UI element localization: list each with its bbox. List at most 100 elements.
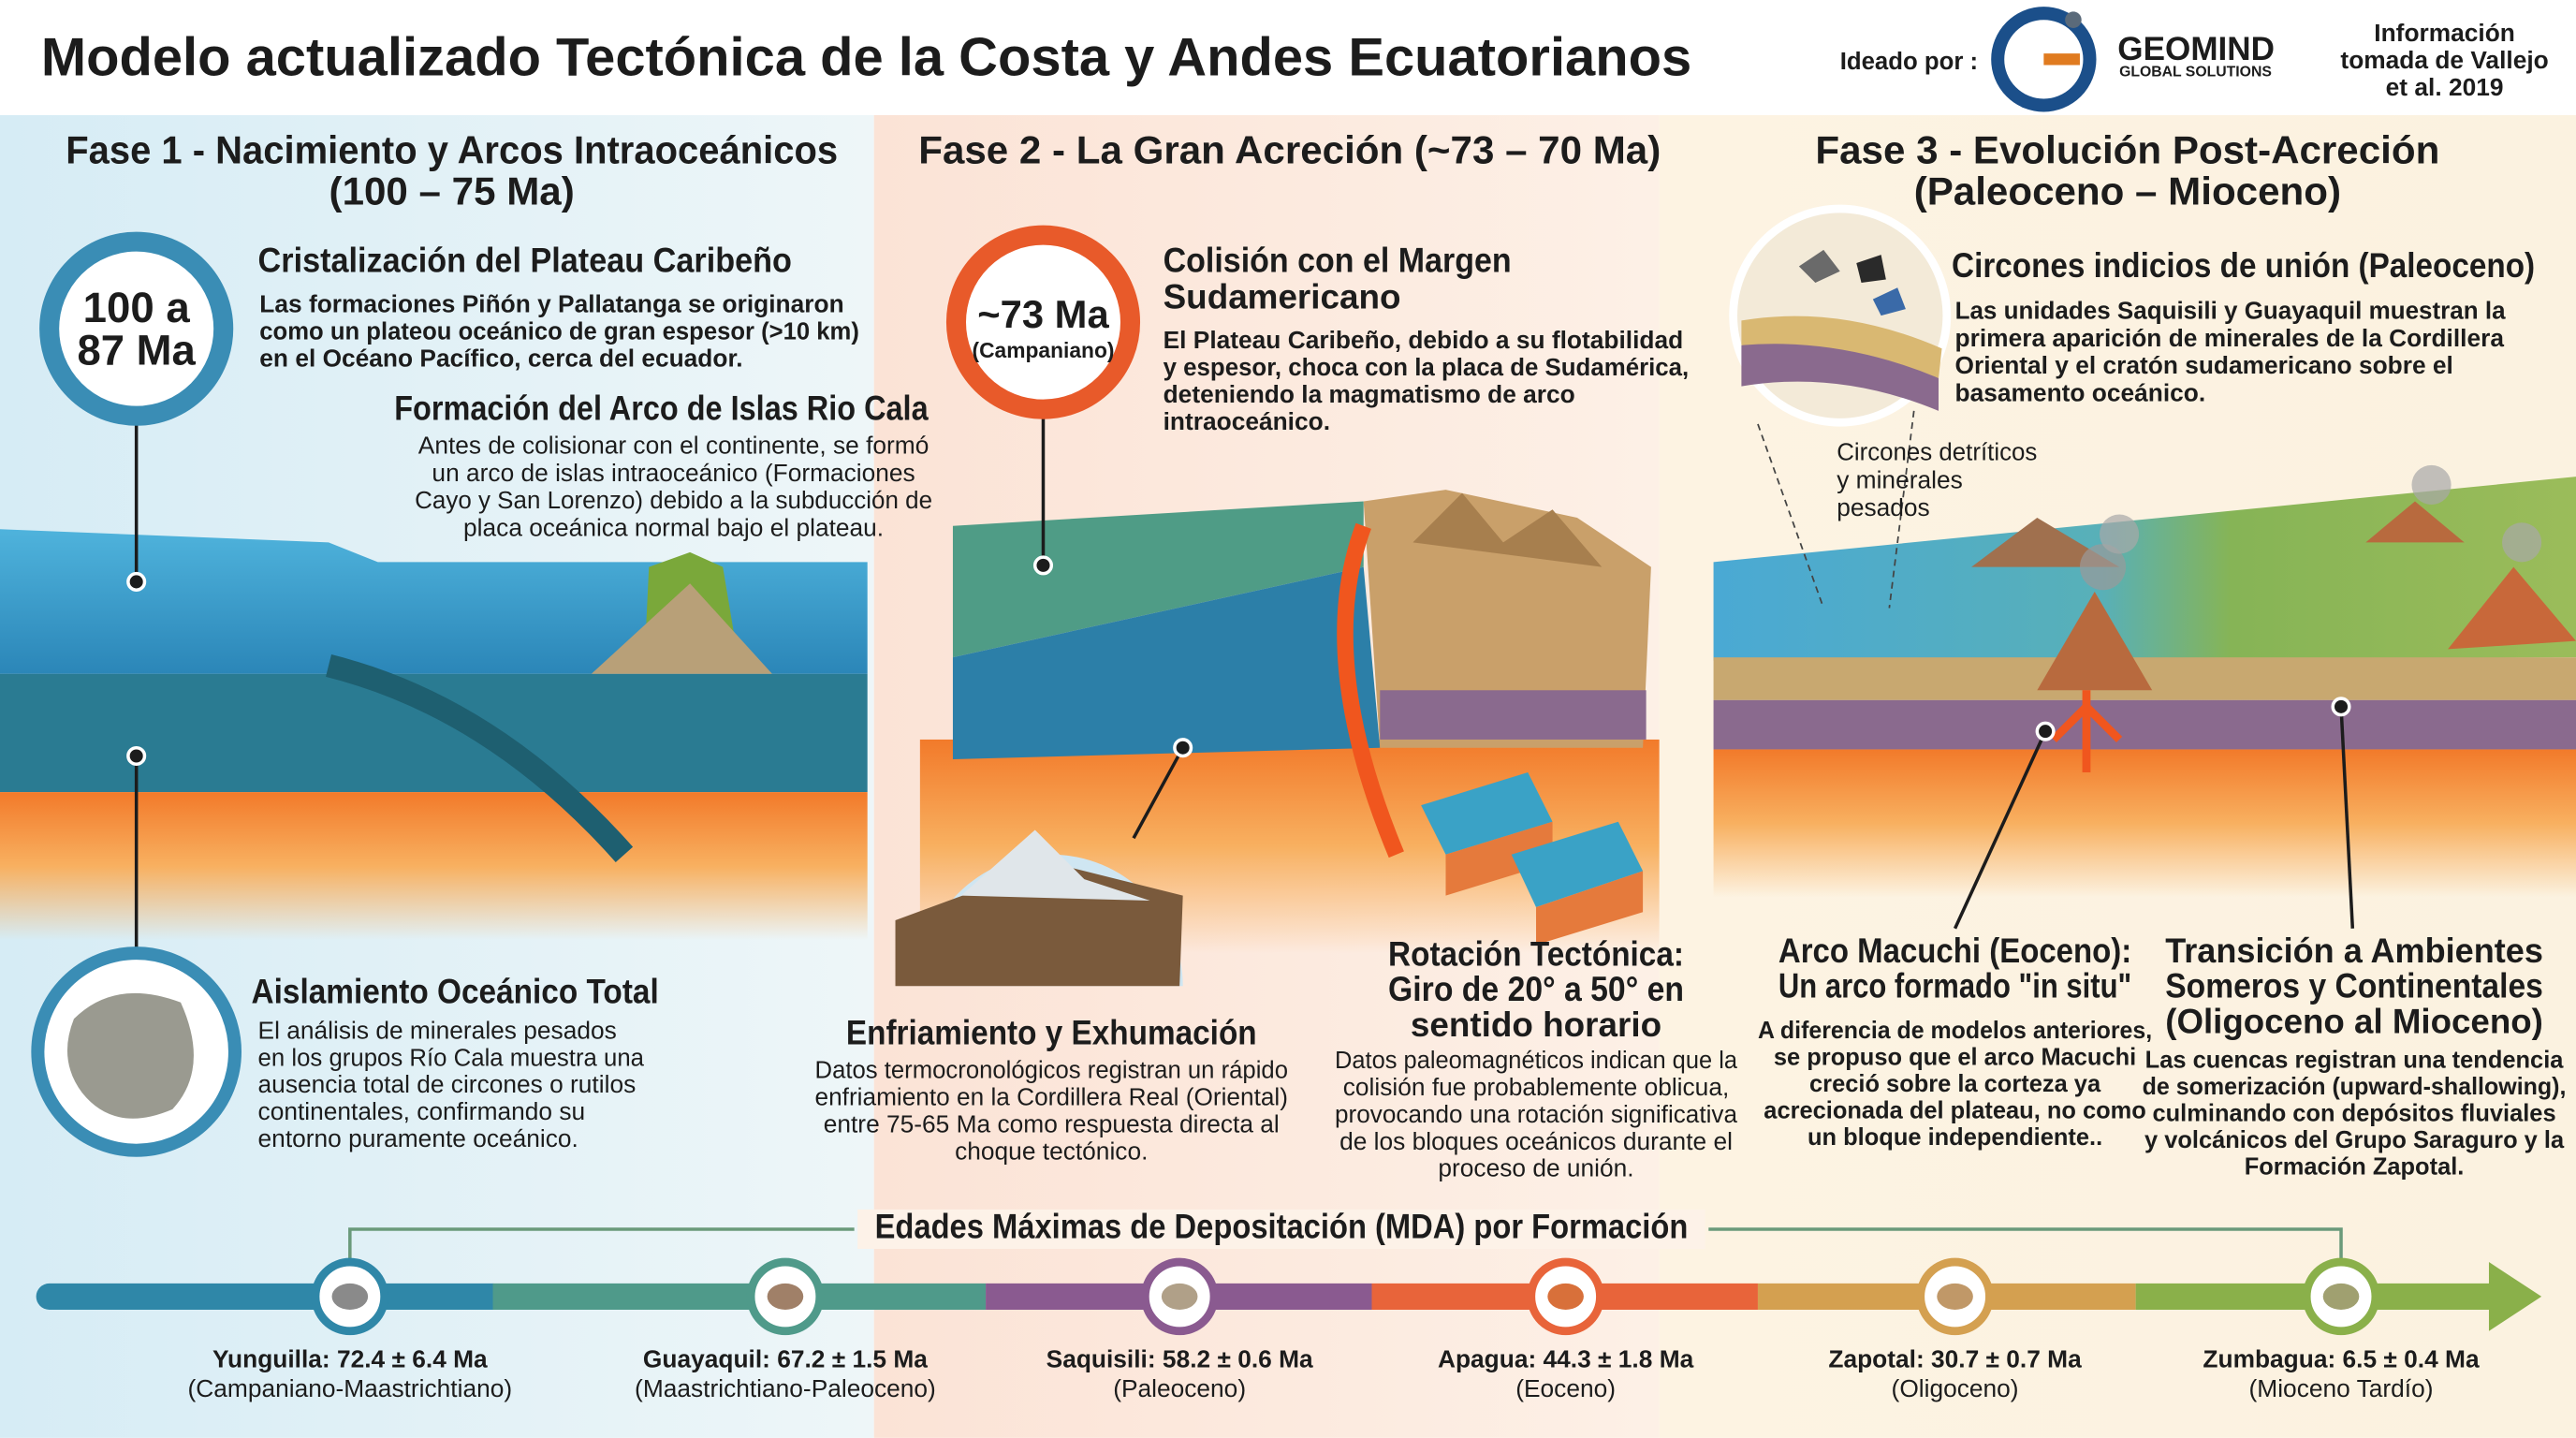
section-body: provocando una rotación significativa <box>1335 1100 1737 1128</box>
formation-label: Zapotal: 30.7 ± 0.7 Ma <box>1828 1344 2082 1372</box>
callout-text: y minerales <box>1837 465 1963 493</box>
pointer-dot <box>126 745 147 767</box>
formation-period: (Campaniano-Maastrichtiano) <box>188 1374 513 1402</box>
phase-title: Fase 1 - Nacimiento y Arcos Intraoceánic… <box>66 127 838 171</box>
logo-name: GEOMIND <box>2117 31 2275 67</box>
formation-period: (Eoceno) <box>1515 1374 1616 1402</box>
plateau-front <box>952 566 1381 759</box>
mineral <box>1872 287 1906 316</box>
rock <box>66 992 194 1119</box>
volcano <box>2037 591 2153 691</box>
phase-title: Fase 2 - La Gran Acreción (~73 – 70 Ma) <box>918 127 1661 171</box>
formation-period: (Mioceno Tardío) <box>2249 1374 2434 1402</box>
section-title: Cristalización del Plateau Caribeño <box>258 242 792 280</box>
section-body: de los bloques oceánicos durante el <box>1339 1127 1733 1155</box>
section-body: placa oceánica normal bajo el plateau. <box>463 513 884 541</box>
formation-label: Guayaquil: 67.2 ± 1.5 Ma <box>643 1344 928 1372</box>
formation-period: (Maastrichtiano-Paleoceno) <box>635 1374 936 1402</box>
callout-connector <box>1757 410 1915 609</box>
phase-title: (Paleoceno – Mioceno) <box>1914 169 2341 213</box>
volcano <box>2448 566 2576 650</box>
age-badge-text: ~73 Ma <box>977 292 1109 336</box>
section-title: Un arco formado "in situ" <box>1778 967 2131 1005</box>
formation-label: Yunguilla: 72.4 ± 6.4 Ma <box>212 1344 488 1372</box>
section-body: en los grupos Río Cala muestra una <box>258 1043 645 1071</box>
source-note: tomada de Vallejo <box>2340 46 2548 74</box>
section-body: continentales, confirmando su <box>258 1097 586 1125</box>
section-title: Arco Macuchi (Eoceno): <box>1778 932 2131 970</box>
section-body: un arco de islas intraoceánico (Formacio… <box>432 459 915 487</box>
section-body: un bloque independiente.. <box>1808 1124 2102 1151</box>
formation-period: (Oligoceno) <box>1892 1374 2019 1402</box>
section-body: El análisis de minerales pesados <box>258 1016 617 1044</box>
mantle-layer <box>0 792 868 941</box>
age-badge-text: 87 Ma <box>77 327 196 374</box>
section-body: deteniendo la magmatismo de arco <box>1164 380 1575 408</box>
section-body: Datos paleomagnéticos indican que la <box>1335 1046 1737 1074</box>
section-title: Transición a Ambientes <box>2165 932 2543 970</box>
callout-text: pesados <box>1837 493 1929 521</box>
section-body: Antes de colisionar con el continente, s… <box>418 431 929 459</box>
pointer-dot <box>1173 738 1193 758</box>
pointer-line <box>1953 730 2047 930</box>
section-body: culminando con depósitos fluviales <box>2153 1101 2556 1127</box>
mantle-layer <box>1713 749 2576 898</box>
header-bar <box>0 0 2576 115</box>
age-badge-text: 100 a <box>83 284 191 331</box>
source-note: Información <box>2374 19 2515 47</box>
pointer-dot <box>2035 721 2056 741</box>
inset-peak <box>960 829 1150 901</box>
section-title: Someros y Continentales <box>2165 967 2543 1005</box>
formation-period: (Paleoceno) <box>1113 1374 1246 1402</box>
callout-text: Circones detríticos <box>1837 438 2037 466</box>
section-title: Colisión con el Margen <box>1164 242 1512 280</box>
arc-root <box>591 583 772 674</box>
section-body: creció sobre la corteza ya <box>1809 1071 2101 1097</box>
section-title: Circones indicios de unión (Paleoceno) <box>1952 246 2535 285</box>
magma <box>1337 522 1404 858</box>
smoke <box>2502 522 2542 563</box>
section-body: colisión fue probablemente oblicua, <box>1343 1073 1729 1101</box>
timeline-bracket <box>348 1227 2343 1263</box>
section-title: Enfriamiento y Exhumación <box>846 1014 1257 1052</box>
section-body: A diferencia de modelos anteriores, <box>1758 1018 2152 1044</box>
age-badge <box>39 231 234 426</box>
section-body: intraoceánico. <box>1164 407 1330 435</box>
formation-rock <box>1937 1283 1973 1310</box>
section-body: primera aparición de minerales de la Cor… <box>1955 324 2505 352</box>
credit-label: Ideado por : <box>1840 47 1978 75</box>
phase-title: Fase 3 - Evolución Post-Acreción <box>1815 127 2439 171</box>
section-title: Formación del Arco de Islas Rio Cala <box>394 389 929 428</box>
rotated-block <box>1511 821 1644 907</box>
pointer-dot <box>126 571 147 592</box>
callout-layer <box>1741 315 1942 378</box>
surface <box>1713 477 2576 661</box>
formation-label: Apagua: 44.3 ± 1.8 Ma <box>1438 1344 1694 1372</box>
section-body: Formación Zapotal. <box>2245 1153 2465 1180</box>
formation-rock <box>2322 1283 2360 1310</box>
pointer-line <box>1132 746 1185 840</box>
timeline-title-background <box>857 1209 1705 1250</box>
section-body: Las unidades Saquisili y Guayaquil muest… <box>1955 297 2506 325</box>
section-body: en el Océano Pacífico, cerca del ecuador… <box>259 344 742 372</box>
section-body: como un plateou oceánico de gran espesor… <box>259 317 859 345</box>
section-body: ausencia total de circones o rutilos <box>258 1070 637 1098</box>
age-badge-text: (Campaniano) <box>972 338 1114 362</box>
section-body: Cayo y San Lorenzo) debido a la subducci… <box>415 486 932 514</box>
section-body: Oriental y el cratón sudamericano sobre … <box>1955 351 2453 379</box>
phase1-illustration <box>0 231 868 1157</box>
section-body: y volcánicos del Grupo Saraguro y la <box>2144 1127 2565 1153</box>
section-body: basamento oceánico. <box>1955 378 2206 406</box>
smoke <box>2100 514 2140 554</box>
section-title: sentido horario <box>1411 1005 1661 1044</box>
section-body: entorno puramente oceánico. <box>258 1124 578 1152</box>
section-body: enfriamiento en la Cordillera Real (Orie… <box>815 1082 1288 1110</box>
section-body: Las formaciones Piñón y Pallatanga se or… <box>259 290 843 318</box>
phase-title: (100 – 75 Ma) <box>329 169 575 213</box>
phase2-illustration <box>895 225 1660 987</box>
logo-ring <box>1991 7 2097 112</box>
formation-rock <box>331 1283 369 1310</box>
mineral <box>1856 255 1886 284</box>
formation-rock <box>767 1283 804 1310</box>
